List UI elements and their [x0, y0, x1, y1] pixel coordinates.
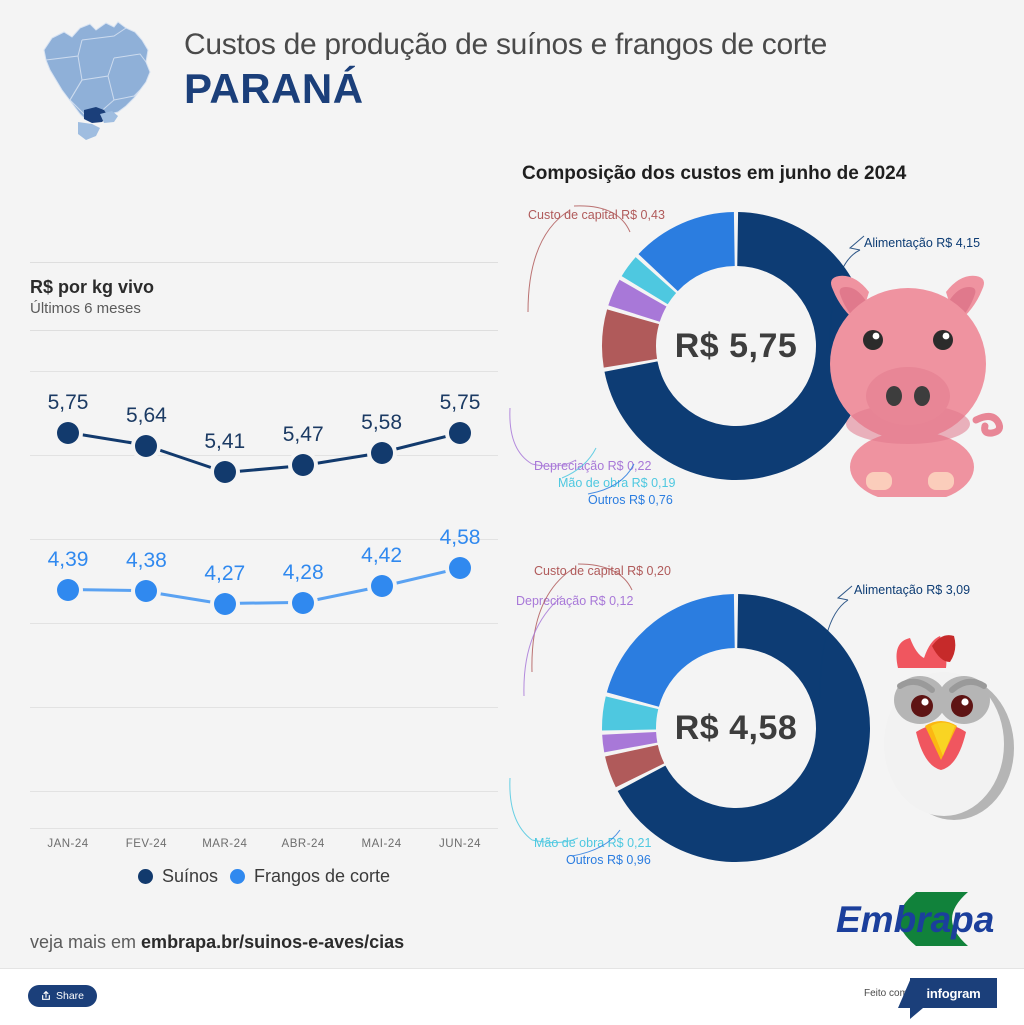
donut-slice-label: Alimentação R$ 3,09	[854, 583, 971, 597]
data-point-label: 5,75	[47, 390, 89, 414]
line-chart-subtitle: Últimos 6 meses	[30, 300, 141, 317]
bottom-bar	[0, 968, 1024, 1025]
donut-slice[interactable]	[602, 731, 658, 753]
data-point-label: 5,64	[125, 403, 167, 427]
donut-slice-label: Custo de capital R$ 0,43	[528, 208, 665, 222]
data-point-label: 5,75	[439, 390, 481, 414]
donut-slice[interactable]	[604, 212, 870, 480]
donut-slice[interactable]	[602, 309, 660, 368]
share-button-label: Share	[56, 990, 85, 1002]
x-axis-label: FEV-24	[125, 838, 168, 850]
x-axis-label: JAN-24	[47, 838, 89, 850]
donut-section-title: Composição dos custos em junho de 2024	[522, 163, 907, 184]
divider-top	[30, 262, 498, 263]
donut-slice-label: Custo de capital R$ 0,20	[534, 564, 671, 578]
data-point[interactable]	[292, 454, 315, 477]
donut-slice[interactable]	[605, 745, 665, 788]
chart-legend: Suínos Frangos de corte	[30, 866, 498, 887]
pig-illustration	[800, 272, 1015, 503]
brazil-map-icon	[22, 10, 172, 150]
donut-svg	[602, 594, 870, 862]
infogram-notch	[910, 1008, 923, 1019]
data-point-label: 4,39	[47, 547, 89, 571]
donut-slice-label: Mão de obra R$ 0,21	[534, 836, 652, 850]
gridline	[30, 707, 498, 708]
donut-slice-label: Depreciação R$ 0,12	[516, 594, 634, 608]
donut-slice-label: Mão de obra R$ 0,19	[558, 476, 676, 490]
title-block: Custos de produção de suínos e frangos d…	[184, 28, 827, 113]
data-point[interactable]	[57, 578, 79, 601]
x-axis-label: ABR-24	[281, 838, 325, 850]
header: Custos de produção de suínos e frangos d…	[0, 0, 1024, 150]
data-point-label: 4,58	[439, 525, 481, 549]
gridline	[30, 791, 498, 792]
donut-slice-label: Alimentação R$ 4,15	[864, 236, 981, 250]
data-point[interactable]	[370, 441, 393, 464]
data-point[interactable]	[292, 591, 315, 614]
share-icon	[42, 991, 50, 1000]
data-point[interactable]	[57, 421, 79, 444]
x-axis-label: JUN-24	[439, 838, 481, 850]
gridline	[30, 539, 498, 540]
share-button[interactable]: Share	[28, 985, 98, 1007]
data-point-label: 4,38	[125, 549, 167, 572]
data-point[interactable]	[213, 592, 236, 615]
data-point[interactable]	[135, 580, 158, 602]
chicken-illustration	[876, 630, 1024, 825]
donut-slice[interactable]	[638, 212, 735, 292]
data-point[interactable]	[370, 575, 393, 598]
legend-item[interactable]: Suínos	[137, 866, 218, 887]
donut-slice[interactable]	[621, 257, 677, 305]
legend-dot-icon	[229, 869, 245, 884]
data-point[interactable]	[449, 421, 471, 444]
donut-slice-label: Outros R$ 0,96	[566, 853, 651, 867]
legend-item[interactable]: Frangos de corte	[229, 866, 391, 887]
donut-slice-label: Outros R$ 0,76	[588, 493, 673, 507]
donut-slice-label: Depreciação R$ 0,22	[534, 459, 652, 473]
made-with-label: Feito com	[864, 988, 908, 999]
data-point[interactable]	[449, 556, 471, 579]
data-point-label: 4,27	[204, 561, 246, 585]
line-chart-title: R$ por kg vivo	[30, 277, 155, 297]
line-chart-panel: R$ por kg vivo Últimos 6 meses 5,75 5,64 5…	[30, 262, 498, 886]
legend-dot-icon	[137, 869, 153, 884]
legend-label: Frangos de corte	[253, 866, 391, 886]
x-axis: JAN-24 FEV-24 MAR-24 ABR-24 MAI-24 JUN-24	[30, 828, 498, 856]
infogram-brand-label: infogram	[926, 985, 981, 1001]
legend-label: Suínos	[161, 866, 218, 886]
gridline	[30, 455, 498, 456]
x-axis-label: MAR-24	[202, 838, 248, 850]
donut-slice[interactable]	[617, 594, 870, 862]
infogram-slant	[898, 978, 911, 1008]
embrapa-logo: Embrapa	[830, 888, 1002, 950]
data-point-label: 4,28	[282, 560, 324, 584]
data-point[interactable]	[213, 461, 236, 484]
data-point-label: 5,58	[361, 410, 403, 434]
embrapa-logo-text: Embrapa	[836, 899, 994, 940]
footer-note-link[interactable]: embrapa.br/suinos-e-aves/cias	[141, 932, 405, 952]
line-chart-plot: 5,75 5,64 5,41 5,47 5,58 5,75 4,39 4,38 4,27 4,28…	[30, 331, 498, 799]
donut-chart-frangos: R$ 4,58 Alimentação R$ 3,09 Custo de capit…	[509, 563, 970, 868]
donut-slice[interactable]	[602, 696, 659, 731]
donut-slice[interactable]	[606, 594, 735, 707]
gridline	[30, 623, 498, 624]
gridline	[30, 371, 498, 372]
x-axis-label: MAI-24	[361, 838, 402, 850]
x-axis-line	[30, 828, 498, 829]
data-point-label: 4,42	[361, 544, 403, 568]
page-title: Custos de produção de suínos e frangos d…	[184, 28, 827, 61]
footer-link-note[interactable]: veja mais em embrapa.br/suinos-e-aves/ci…	[30, 932, 404, 953]
donut-svg	[602, 212, 870, 480]
footer-note-prefix: veja mais em	[30, 932, 142, 952]
data-point-label: 5,41	[204, 430, 246, 454]
infogram-badge[interactable]: infogram	[910, 978, 997, 1008]
page-subtitle-region: PARANÁ	[184, 64, 364, 112]
data-point-label: 5,47	[282, 423, 324, 447]
data-point[interactable]	[135, 434, 158, 457]
divider-under-subtitle	[30, 330, 498, 331]
